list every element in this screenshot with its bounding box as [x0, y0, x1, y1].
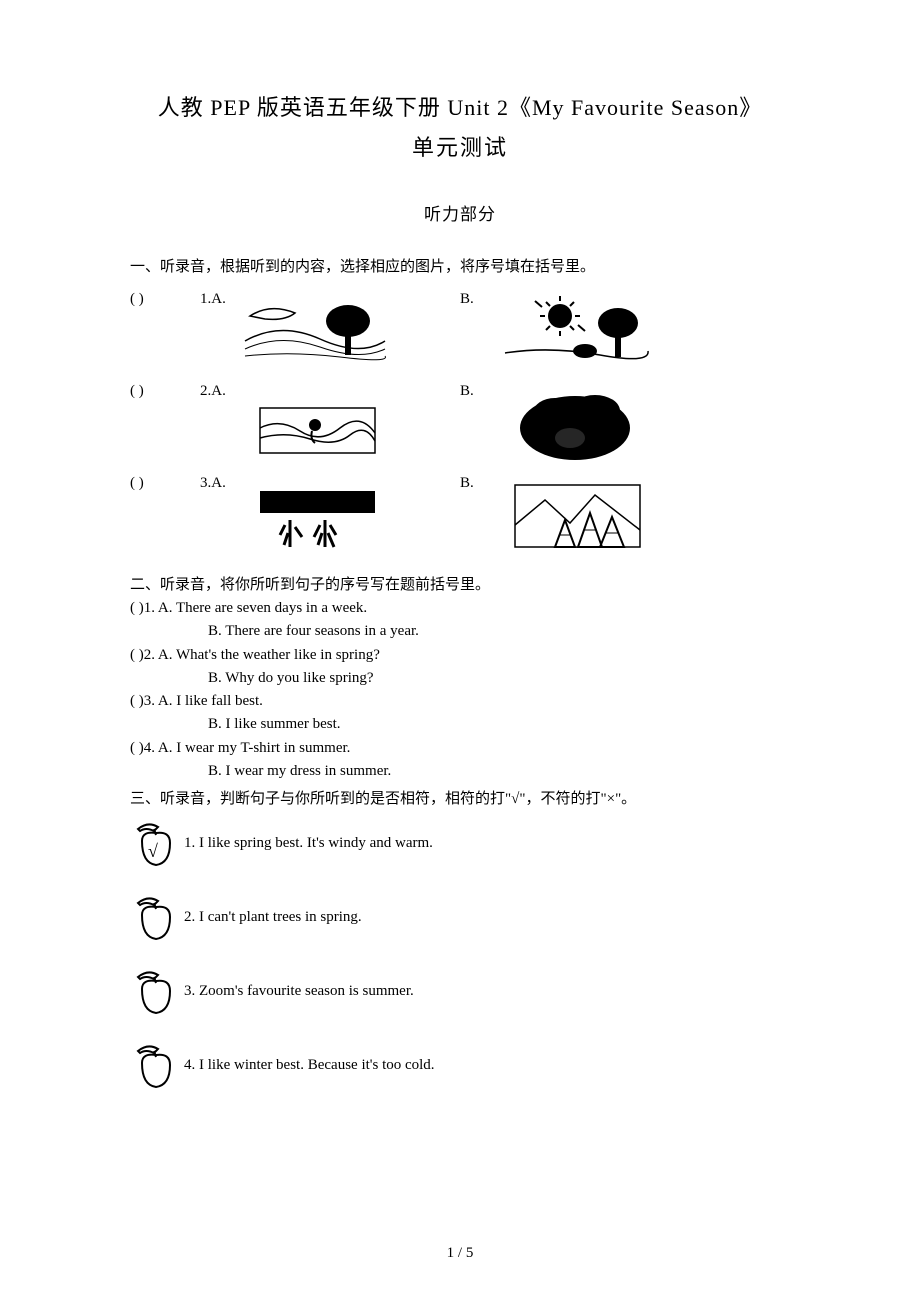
section2-item-2-a: ( )2. A. What's the weather like in spri…	[130, 644, 790, 667]
listening-section-label: 听力部分	[130, 200, 790, 225]
section3-item-1: √ 1. I like spring best. It's windy and …	[130, 817, 790, 869]
item-text: I like spring best. It's windy and warm.	[199, 835, 433, 851]
item-number: 2.	[184, 909, 195, 925]
section2-item-1-a: ( )1. A. There are seven days in a week.	[130, 597, 790, 620]
answer-blank[interactable]: ( )	[130, 383, 200, 400]
option-a-label: 2.A.	[200, 383, 240, 400]
section2-item-4-a: ( )4. A. I wear my T-shirt in summer.	[130, 737, 790, 760]
apple-icon	[130, 965, 180, 1017]
section3-heading: 三、听录音，判断句子与你所听到的是否相符，相符的打"√"，不符的打"×"。	[130, 787, 790, 811]
option-b-label: B.	[460, 383, 500, 400]
svg-text:√: √	[148, 841, 158, 861]
section1-item-2: ( ) 2.A. B.	[130, 383, 790, 463]
item-number: 1.	[184, 835, 195, 851]
section1-item-1: ( ) 1.A. B.	[130, 291, 790, 371]
option-b-label: B.	[460, 475, 500, 492]
apple-icon: √	[130, 817, 180, 869]
section2-item-1-b: B. There are four seasons in a year.	[130, 620, 790, 643]
item-number: 3.	[184, 983, 195, 999]
q1-image-a-icon	[240, 291, 390, 371]
section3-item-3: 3. Zoom's favourite season is summer.	[130, 965, 790, 1017]
option-b-label: B.	[460, 291, 500, 308]
item-text: Zoom's favourite season is summer.	[199, 983, 414, 999]
section2-item-3-a: ( )3. A. I like fall best.	[130, 690, 790, 713]
apple-icon	[130, 891, 180, 943]
answer-blank[interactable]: ( )	[130, 291, 200, 308]
section2-heading: 二、听录音，将你所听到句子的序号写在题前括号里。	[130, 573, 790, 597]
section2-item-4-b: B. I wear my dress in summer.	[130, 760, 790, 783]
section2-item-2-b: B. Why do you like spring?	[130, 667, 790, 690]
option-a-label: 1.A.	[200, 291, 240, 308]
item-number: 4.	[184, 1057, 195, 1073]
section1-heading: 一、听录音，根据听到的内容，选择相应的图片，将序号填在括号里。	[130, 255, 790, 279]
item-text: I can't plant trees in spring.	[199, 909, 362, 925]
section3-item-4: 4. I like winter best. Because it's too …	[130, 1039, 790, 1091]
document-page: 人教 PEP 版英语五年级下册 Unit 2《My Favourite Seas…	[0, 0, 920, 1302]
section2-item-3-b: B. I like summer best.	[130, 713, 790, 736]
q1-image-b-icon	[500, 291, 650, 371]
title-line-1: 人教 PEP 版英语五年级下册 Unit 2《My Favourite Seas…	[130, 90, 790, 122]
q3-image-b-icon	[500, 475, 650, 555]
answer-blank[interactable]: ( )	[130, 740, 144, 756]
page-number: 1 / 5	[0, 1245, 920, 1262]
q3-image-a-icon	[240, 475, 390, 555]
section3-item-2: 2. I can't plant trees in spring.	[130, 891, 790, 943]
answer-blank[interactable]: ( )	[130, 647, 144, 663]
q2-image-b-icon	[500, 383, 650, 463]
title-line-2: 单元测试	[130, 130, 790, 162]
option-a-label: 3.A.	[200, 475, 240, 492]
answer-blank[interactable]: ( )	[130, 475, 200, 492]
apple-icon	[130, 1039, 180, 1091]
section1-item-3: ( ) 3.A. B.	[130, 475, 790, 555]
answer-blank[interactable]: ( )	[130, 693, 144, 709]
q2-image-a-icon	[240, 383, 390, 463]
answer-blank[interactable]: ( )	[130, 600, 144, 616]
item-text: I like winter best. Because it's too col…	[199, 1057, 435, 1073]
